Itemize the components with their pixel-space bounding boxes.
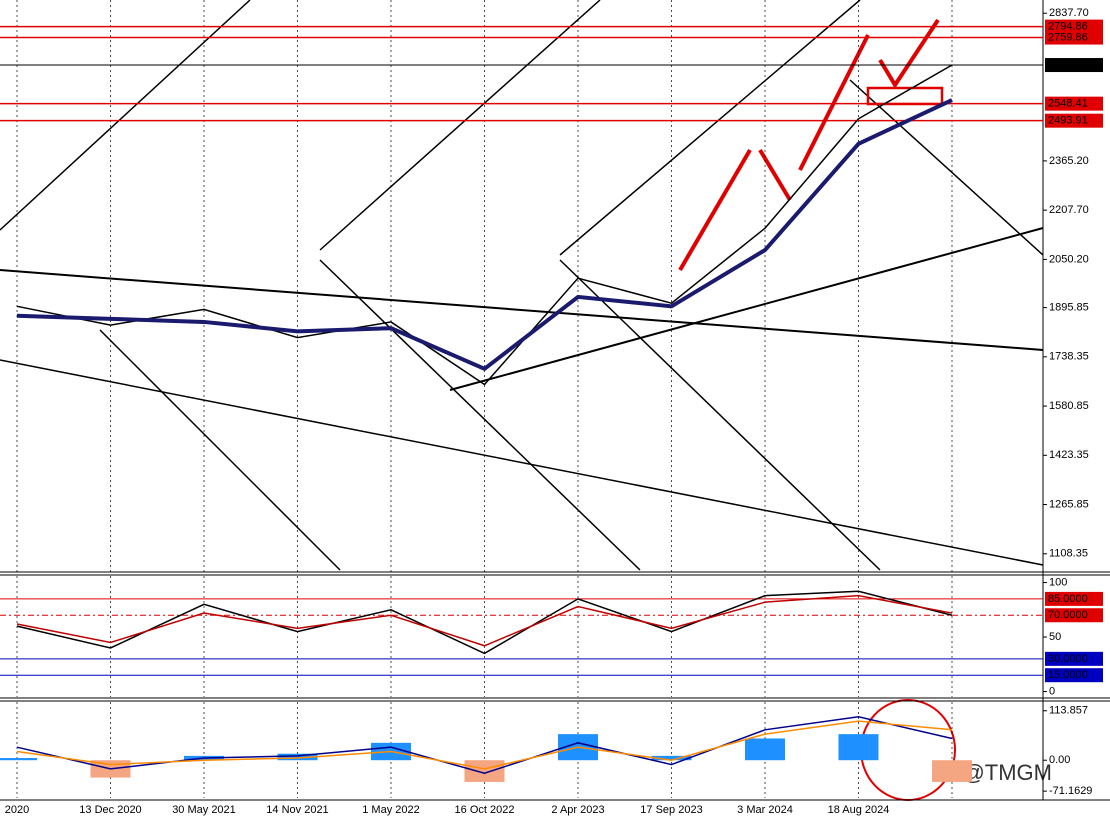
channel-line: [319, 0, 601, 251]
histogram-bar: [745, 738, 785, 761]
x-tick-label: 30 May 2021: [172, 804, 236, 816]
level-label-bg: [1045, 96, 1103, 111]
x-tick-label: 13 Dec 2020: [79, 804, 141, 816]
x-tick-label: 1 May 2022: [362, 804, 419, 816]
trend-lines: [0, 0, 1044, 571]
channel-line: [319, 259, 641, 571]
x-tick-label: 18 Aug 2024: [828, 804, 890, 816]
channel-line: [0, 269, 1044, 351]
histogram-bar: [651, 755, 692, 761]
series-line: [16, 64, 953, 386]
y-tick-label: 2050.20: [1049, 253, 1089, 265]
level-label-bg: [1045, 19, 1103, 34]
x-tick-label: 16 Oct 2022: [455, 804, 515, 816]
y-tick-label: 0.00: [1049, 754, 1070, 766]
histogram-bar: [277, 753, 318, 761]
level-label: 30.0000: [1048, 653, 1088, 665]
level-label-bg: [1045, 30, 1103, 45]
series-line: [16, 720, 953, 770]
y-tick-label: 1265.85: [1049, 498, 1089, 510]
y-tick-label: 113.857: [1049, 705, 1088, 717]
histogram-bar: [0, 758, 37, 761]
channel-line: [0, 0, 251, 231]
series-line: [16, 98, 953, 372]
level-label: 2671.94: [1048, 59, 1088, 71]
channel-line: [559, 0, 861, 256]
arrow: [758, 148, 792, 202]
y-tick-label: 0: [1049, 685, 1055, 697]
level-label-bg: [1045, 591, 1103, 606]
y-tick-label: 1738.35: [1049, 351, 1089, 363]
level-label: 2794.86: [1048, 21, 1088, 33]
level-label: 2548.41: [1048, 98, 1088, 110]
y-tick-label: 100: [1049, 576, 1067, 588]
y-tick-label: 1423.35: [1049, 449, 1089, 461]
channel-line: [849, 79, 1044, 256]
level-label-bg: [1045, 651, 1103, 666]
channel-line: [449, 227, 1044, 391]
y-tick-label: 2837.70: [1049, 7, 1089, 19]
histogram-bar: [838, 734, 879, 761]
level-label: 2759.86: [1048, 31, 1088, 43]
panel-borders: [0, 0, 1110, 801]
series-line: [16, 594, 953, 647]
y-tick-label: 1895.85: [1049, 302, 1089, 314]
level-label-bg: [1045, 608, 1103, 623]
watermark: @TMGM: [962, 760, 1052, 785]
histogram-bar: [932, 760, 972, 782]
histogram-bar: [464, 760, 505, 782]
level-label: 15.0000: [1048, 669, 1088, 681]
y-tick-label: 50: [1049, 631, 1061, 643]
level-label: 85.0000: [1048, 593, 1088, 605]
x-tick-label: 2020: [5, 804, 29, 816]
level-label: 70.0000: [1048, 609, 1088, 621]
x-tick-label: 2 Apr 2023: [551, 804, 604, 816]
channel-line: [99, 329, 341, 571]
level-label-bg: [1045, 668, 1103, 683]
y-tick-label: 2207.70: [1049, 204, 1089, 216]
level-label-bg: [1045, 58, 1103, 73]
arrow: [798, 34, 870, 171]
x-tick-label: 17 Sep 2023: [640, 804, 702, 816]
y-tick-label: 1108.35: [1049, 548, 1088, 560]
x-tick-label: 3 Mar 2024: [737, 804, 793, 816]
level-label-bg: [1045, 113, 1103, 128]
y-tick-label: -71.1629: [1049, 785, 1092, 797]
series-line: [16, 590, 953, 655]
y-tick-label: 1580.85: [1049, 400, 1089, 412]
level-label: 2493.91: [1048, 115, 1088, 127]
arrow: [878, 18, 940, 89]
y-tick-label: 2365.20: [1049, 155, 1089, 167]
channel-line: [559, 259, 881, 571]
channel-line: [0, 359, 1044, 566]
arrow: [678, 148, 752, 272]
x-tick-label: 14 Nov 2021: [266, 804, 328, 816]
